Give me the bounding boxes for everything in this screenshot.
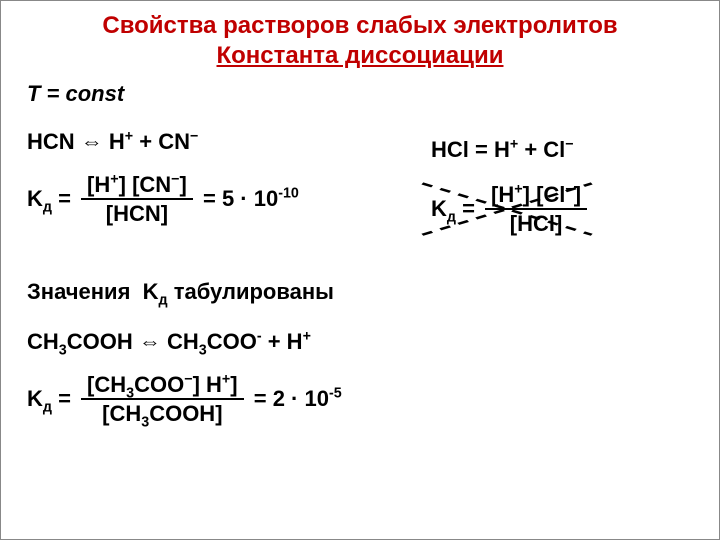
hcl-fraction: [H+] [Cl−] [HCl]	[485, 183, 587, 235]
hcn-denominator: [HCN]	[81, 200, 193, 225]
tabulated-note: Значения Kд табулированы	[27, 279, 334, 305]
acetic-kd-expression: Kд = [CH3COO−] H+] [CH3COOH] = 2 · 10-5	[27, 373, 587, 425]
t-const: T = const	[27, 81, 693, 107]
hcn-kd-expression: Kд = [H+] [CN−] [HCN] = 5 · 10-10	[27, 173, 407, 225]
acetic-value: = 2 · 10-5	[254, 386, 342, 411]
acetic-numerator: [CH3COO−] H+]	[81, 373, 244, 398]
hcn-value: = 5 · 10-10	[203, 186, 299, 211]
acetic-kd-prefix: Kд =	[27, 386, 77, 411]
acetic-fraction: [CH3COO−] H+] [CH3COOH]	[81, 373, 244, 425]
hcn-numerator: [H+] [CN−]	[81, 173, 193, 198]
hcl-kd-prefix: Kд =	[431, 196, 481, 221]
hcl-denominator: [HCl]	[485, 210, 587, 235]
hcn-fraction: [H+] [CN−] [HCN]	[81, 173, 193, 225]
title-line-2: Константа диссоциации	[217, 42, 504, 69]
acetic-equation: CH3COOH ⇔ CH3COO- + H+	[27, 329, 587, 355]
hcn-equation: HCN ⇔ H+ + CN−	[27, 129, 407, 155]
hcl-kd-expression: Kд = [H+] [Cl−] [HCl]	[431, 183, 701, 235]
title-line-1: Свойства растворов слабых электролитов	[102, 12, 617, 39]
slide-title: Свойства растворов слабых электролитов К…	[1, 1, 719, 71]
hcn-kd-prefix: Kд =	[27, 186, 77, 211]
hcl-equation: HCl = H+ + Cl−	[431, 137, 701, 163]
acetic-denominator: [CH3COOH]	[81, 400, 244, 425]
hcl-numerator: [H+] [Cl−]	[485, 183, 587, 208]
